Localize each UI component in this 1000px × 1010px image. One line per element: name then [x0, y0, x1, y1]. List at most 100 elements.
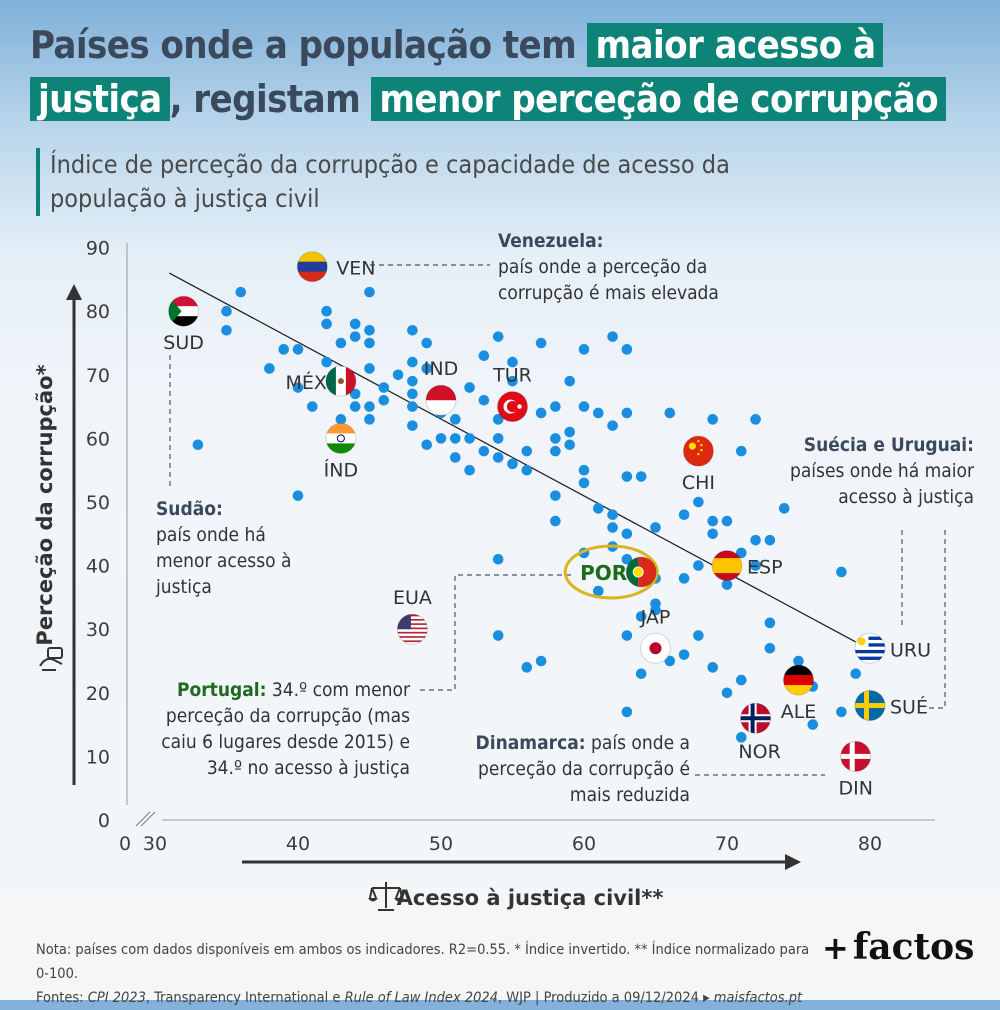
data-point	[578, 464, 590, 476]
data-point	[621, 706, 633, 718]
annotation-portugal-text3: caiu 6 lugares desde 2015) e	[161, 731, 410, 753]
flag-turkey-icon	[497, 391, 528, 422]
flag-norway-icon	[740, 703, 771, 734]
flag-stripe	[397, 642, 428, 645]
country-marker-sué: SUÉ	[854, 690, 928, 722]
data-point	[607, 420, 618, 431]
flag-stripe	[712, 558, 742, 567]
data-point	[736, 445, 747, 457]
flag-stripe	[397, 622, 428, 626]
axis-break-mark	[140, 811, 156, 827]
data-point	[521, 464, 533, 476]
country-marker-ale: ALE	[781, 664, 817, 723]
annotation-sudan-text2: menor acesso à	[156, 550, 292, 572]
data-point	[407, 324, 418, 336]
data-point	[278, 344, 290, 355]
data-point	[693, 496, 704, 508]
flag-sun	[649, 642, 662, 655]
flag-stripe	[397, 627, 428, 630]
annotation-sudan-text1: país onde há	[156, 524, 266, 546]
country-label: SUD	[163, 332, 204, 354]
country-marker-esp: ESP	[711, 550, 783, 582]
data-point	[750, 560, 761, 571]
flag-border	[396, 613, 428, 645]
country-label: EUA	[393, 587, 432, 609]
flag-stripe	[426, 385, 456, 401]
data-point	[349, 331, 361, 342]
data-point	[678, 509, 690, 521]
data-point	[464, 433, 475, 444]
data-point	[621, 553, 633, 565]
data-point	[392, 369, 404, 381]
flag-border	[854, 632, 886, 664]
data-point	[550, 445, 561, 457]
country-marker-por: POR	[563, 544, 659, 600]
country-label: NOR	[738, 741, 780, 763]
data-point	[621, 407, 633, 419]
data-point	[221, 305, 232, 317]
data-point	[192, 439, 204, 451]
flag-border	[296, 251, 328, 283]
data-point	[492, 331, 504, 342]
data-point	[478, 394, 490, 406]
data-point	[407, 401, 418, 412]
trend-line	[168, 272, 857, 643]
x-tick-label: 30	[143, 833, 167, 855]
flag-stripe	[712, 573, 742, 581]
country-marker-tur: TUR	[492, 365, 532, 423]
y-tick-label: 10	[86, 746, 110, 768]
y-axis-arrowhead	[66, 284, 82, 300]
footer-note: Nota: países com dados disponíveis em am…	[36, 938, 826, 1010]
flag-stripe	[840, 753, 871, 759]
site-link[interactable]: maisfactos.pt	[713, 990, 803, 1006]
country-label: TUR	[492, 365, 532, 387]
data-point	[492, 452, 504, 463]
data-point	[378, 382, 390, 393]
annotation-denmark-text3: mais reduzida	[569, 784, 690, 806]
data-point	[721, 687, 733, 699]
flag-border	[640, 632, 671, 664]
data-point	[693, 560, 704, 571]
country-marker-méx: MÉX	[285, 365, 357, 397]
data-point	[778, 503, 790, 514]
data-point	[707, 662, 718, 673]
y-tick-label: 30	[86, 619, 110, 641]
logo-plus: +	[822, 929, 849, 967]
flag-stripe	[325, 443, 356, 454]
country-marker-din: DIN	[838, 740, 873, 799]
annotation-denmark-text1: país onde a	[585, 732, 690, 754]
y-tick-label: 80	[86, 301, 110, 323]
data-point	[492, 630, 504, 641]
country-label: ESP	[747, 557, 783, 579]
data-point	[850, 668, 861, 680]
flag-stripe	[855, 659, 885, 664]
country-marker-eua: EUA	[393, 587, 432, 645]
flag-venezuela-icon	[297, 251, 328, 282]
x-tick-label-zero: 0	[119, 833, 131, 855]
flag-stripe	[397, 637, 428, 641]
data-point	[421, 439, 433, 451]
data-point	[721, 515, 733, 527]
flag-stripe	[855, 653, 885, 658]
footer-note-text: Nota: países com dados disponíveis em am…	[36, 942, 810, 982]
flag-stripe	[712, 550, 742, 559]
annotation-sweden-text2: acesso à justiça	[838, 486, 974, 508]
x-tick-label: 50	[429, 833, 453, 855]
country-label: ALE	[781, 701, 817, 723]
data-point	[492, 433, 504, 444]
x-tick-label: 60	[572, 833, 596, 855]
x-axis-label: Acesso à justiça civil**	[397, 886, 664, 910]
annotation-venezuela-text2: corrupção é mais elevada	[498, 282, 719, 304]
data-point	[335, 414, 347, 425]
connector-portugal	[420, 574, 575, 691]
data-point	[507, 458, 518, 470]
flag-stripe	[397, 633, 428, 637]
flag-stripe	[168, 306, 199, 317]
data-point	[807, 719, 819, 730]
flag-stripe	[397, 629, 428, 632]
data-point	[421, 363, 433, 374]
flag-china-icon	[683, 436, 714, 467]
flag-stripe	[855, 639, 885, 644]
data-point	[578, 344, 590, 355]
